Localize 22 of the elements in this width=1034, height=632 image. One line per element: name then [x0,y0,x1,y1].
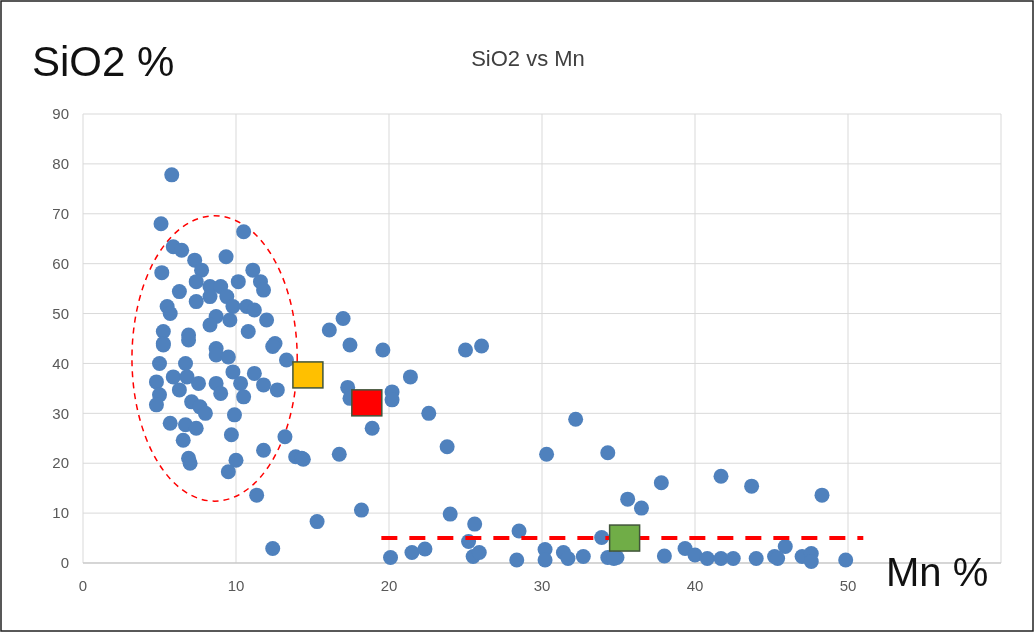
x-tick-label: 10 [227,577,245,594]
y-tick-label: 60 [52,254,69,272]
y-tick-label: 10 [52,504,69,522]
x-tick-label: 20 [380,577,398,594]
x-tick-label: 40 [686,577,704,594]
point [292,361,324,389]
point [608,524,641,552]
x-axis-title: Mn % [886,550,989,594]
x-tick-label: 0 [78,577,88,594]
y-tick-label: 70 [52,205,69,223]
y-tick-label: 90 [52,105,69,123]
point [351,389,383,417]
y-tick-label: 0 [60,554,69,572]
y-tick-label: 40 [52,354,69,372]
y-tick-label: 30 [52,404,69,422]
y-tick-label: 50 [52,304,69,322]
chart-title: SiO2 vs Mn [471,46,585,71]
y-tick-label: 20 [52,454,69,472]
x-tick-label: 30 [533,577,551,594]
x-tick-label: 50 [839,577,857,594]
y-axis-title: SiO2 % [32,38,175,85]
y-tick-label: 80 [52,155,69,173]
